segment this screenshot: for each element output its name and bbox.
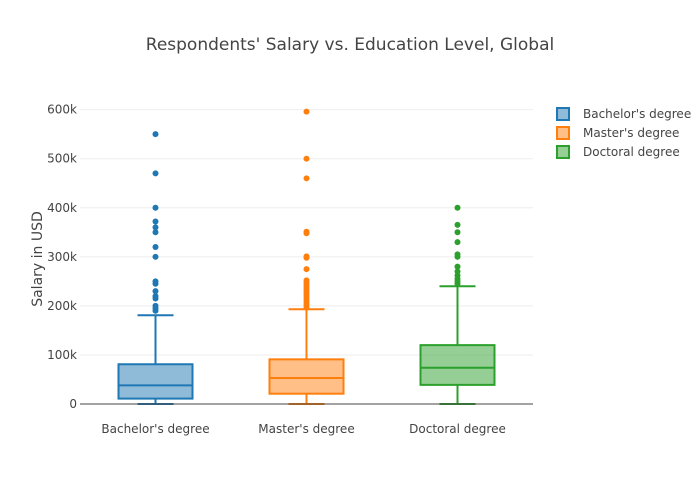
outlier-point <box>303 175 310 182</box>
outlier-point <box>454 229 461 236</box>
outlier-point <box>152 218 159 225</box>
legend-label: Bachelor's degree <box>583 107 691 121</box>
x-tick-label: Bachelor's degree <box>101 422 209 436</box>
legend-label: Master's degree <box>583 126 679 140</box>
outlier-point <box>152 244 159 250</box>
legend-item[interactable]: Master's degree <box>556 126 679 140</box>
legend: Bachelor's degree Master's degree Doctoral… <box>556 107 691 159</box>
outlier-point <box>303 228 310 235</box>
y-axis-title: Salary in USD <box>30 211 46 307</box>
outlier-point <box>454 251 461 258</box>
outlier-point <box>303 277 310 284</box>
legend-swatch <box>556 107 570 121</box>
y-tick-label: 400k <box>47 201 77 215</box>
legend-label: Doctoral degree <box>583 145 680 159</box>
y-tick-label: 600k <box>47 103 77 117</box>
legend-item[interactable]: Bachelor's degree <box>556 107 691 121</box>
outlier-point <box>152 204 159 211</box>
outlier-point <box>454 239 461 246</box>
outlier-point <box>454 221 461 228</box>
chart-title: Respondents' Salary vs. Education Level,… <box>146 35 554 55</box>
outlier-point <box>303 266 310 273</box>
y-tick-label: 0 <box>69 397 77 411</box>
outlier-point <box>303 108 310 115</box>
legend-swatch <box>556 145 570 159</box>
iqr-box <box>268 358 345 395</box>
y-tick-label: 300k <box>47 250 77 264</box>
outlier-point <box>303 253 310 260</box>
outlier-point <box>152 131 159 138</box>
box-group <box>419 204 496 405</box>
outlier-point <box>303 155 310 162</box>
x-tick-label: Doctoral degree <box>409 422 506 436</box>
x-tick-label: Master's degree <box>258 422 354 436</box>
outlier-point <box>454 204 461 211</box>
legend-item[interactable]: Doctoral degree <box>556 145 680 159</box>
outlier-point <box>454 268 461 275</box>
legend-swatch <box>556 126 570 140</box>
outlier-point <box>152 302 159 309</box>
outlier-point <box>152 229 159 236</box>
y-tick-label: 200k <box>47 299 77 313</box>
y-tick-label: 500k <box>47 152 77 166</box>
iqr-box <box>419 344 496 386</box>
outlier-point <box>152 288 159 295</box>
outlier-point <box>152 278 159 285</box>
outlier-point <box>454 263 461 270</box>
outlier-point <box>152 293 159 300</box>
box-group <box>268 108 345 405</box>
y-tick-label: 100k <box>47 348 77 362</box>
outlier-point <box>152 170 159 177</box>
x-tick-labels: Bachelor's degree Master's degree Doctoral… <box>101 422 505 436</box>
outlier-point <box>152 224 159 231</box>
iqr-box <box>117 363 194 400</box>
y-tick-labels: 0 100k 200k 300k 400k 500k 600k <box>47 103 77 411</box>
outlier-point <box>152 253 159 260</box>
